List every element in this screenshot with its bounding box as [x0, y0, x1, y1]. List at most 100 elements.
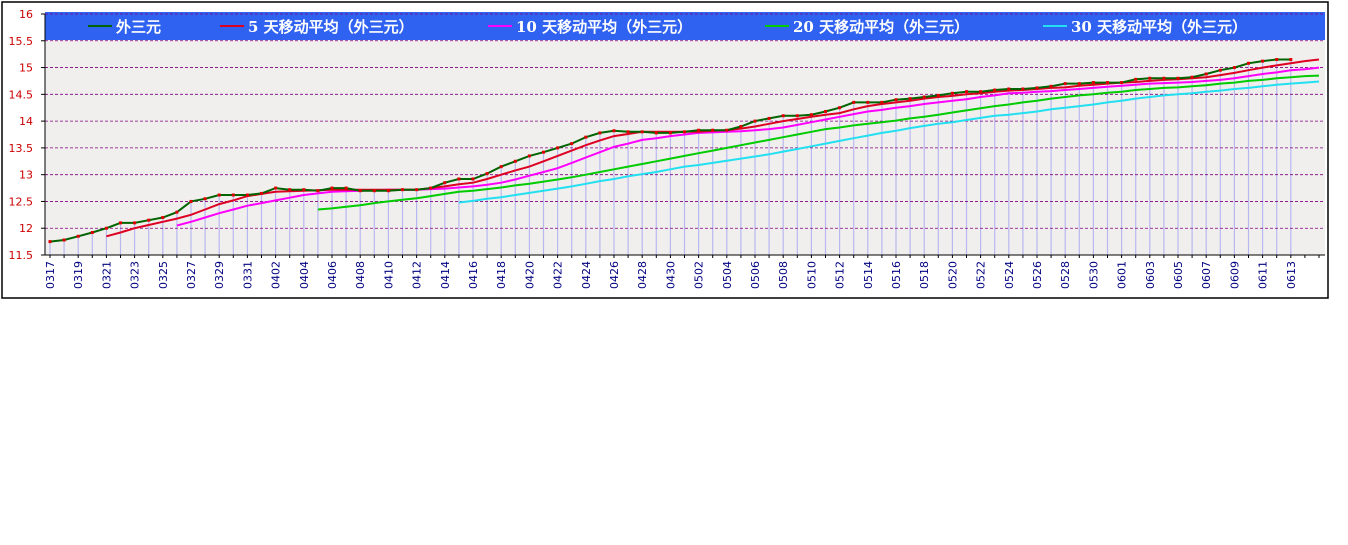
point-marker [852, 100, 856, 104]
x-tick-label: 0331 [241, 261, 254, 289]
point-marker [372, 189, 376, 193]
point-marker [795, 114, 799, 118]
point-marker [217, 193, 221, 197]
point-marker [556, 146, 560, 150]
point-marker [979, 90, 983, 94]
x-tick-label: 0408 [354, 261, 367, 289]
x-tick-label: 0402 [270, 261, 283, 289]
point-marker [260, 191, 263, 195]
point-marker [1148, 76, 1152, 80]
x-tick-label: 0426 [608, 261, 621, 289]
point-marker [62, 238, 66, 242]
x-tick-label: 0327 [185, 261, 198, 289]
point-marker [76, 234, 80, 238]
point-marker [316, 189, 320, 193]
point-marker [725, 128, 729, 132]
point-marker [485, 172, 489, 176]
y-tick-label: 15 [19, 62, 33, 75]
point-marker [133, 221, 137, 225]
legend-label: 外三元 [115, 18, 161, 36]
point-marker [668, 131, 672, 135]
point-marker [401, 188, 404, 192]
y-tick-label: 12 [19, 222, 33, 235]
point-marker [993, 88, 997, 92]
point-marker [513, 159, 517, 163]
point-marker [809, 113, 813, 117]
x-tick-label: 0420 [523, 261, 536, 289]
series-line [458, 80, 1320, 204]
x-tick-label: 0329 [213, 261, 226, 289]
point-marker [936, 93, 940, 97]
point-marker [697, 128, 701, 132]
x-tick-label: 0522 [975, 261, 988, 289]
point-marker [739, 124, 743, 128]
point-marker [344, 186, 348, 190]
point-marker [767, 116, 771, 120]
x-tick-label: 0430 [664, 261, 677, 289]
point-marker [866, 100, 870, 104]
point-marker [838, 106, 842, 110]
point-marker [231, 193, 235, 197]
point-marker [683, 130, 686, 134]
x-tick-label: 0502 [693, 261, 706, 289]
x-tick-label: 0404 [298, 261, 311, 289]
point-marker [584, 135, 588, 139]
point-marker [1247, 61, 1250, 65]
x-tick-label: 0605 [1172, 261, 1185, 289]
point-marker [908, 97, 912, 101]
x-tick-label: 0504 [721, 261, 734, 289]
point-marker [429, 186, 433, 190]
x-tick-label: 0609 [1228, 261, 1241, 289]
x-tick-label: 0508 [777, 261, 790, 289]
point-marker [443, 181, 447, 185]
point-marker [1134, 77, 1138, 81]
point-marker [542, 150, 545, 154]
point-marker [1091, 81, 1095, 85]
point-marker [386, 189, 390, 193]
point-marker [1120, 81, 1124, 85]
point-marker [965, 90, 968, 94]
x-tick-label: 0512 [834, 261, 847, 289]
point-marker [1289, 58, 1293, 62]
x-tick-label: 0514 [862, 261, 875, 289]
x-tick-label: 0518 [918, 261, 931, 289]
x-tick-label: 0416 [467, 261, 480, 289]
point-marker [753, 119, 757, 123]
point-marker [527, 154, 531, 158]
x-tick-label: 0317 [44, 261, 57, 289]
point-marker [626, 130, 630, 134]
point-marker [781, 114, 785, 118]
point-marker [654, 131, 658, 135]
x-tick-label: 0406 [326, 261, 339, 289]
point-marker [90, 231, 94, 235]
x-tick-label: 0321 [100, 261, 113, 289]
x-tick-label: 0319 [72, 261, 85, 289]
point-marker [48, 240, 52, 244]
x-tick-label: 0418 [495, 261, 508, 289]
point-marker [880, 100, 884, 104]
point-marker [1204, 72, 1208, 76]
x-tick-label: 0603 [1144, 261, 1157, 289]
x-tick-label: 0607 [1200, 261, 1213, 289]
legend-label: 20 天移动平均（外三元） [793, 18, 969, 36]
y-tick-label: 13.5 [9, 142, 34, 155]
x-tick-label: 0528 [1059, 261, 1072, 289]
point-marker [922, 95, 926, 99]
legend-band [45, 12, 1325, 40]
point-marker [711, 128, 715, 132]
point-marker [1275, 58, 1279, 62]
y-tick-label: 14 [19, 115, 33, 128]
x-tick-label: 0601 [1116, 261, 1129, 289]
x-tick-label: 0530 [1087, 261, 1100, 289]
point-marker [1049, 84, 1053, 88]
x-tick-label: 0516 [890, 261, 903, 289]
x-tick-label: 0414 [439, 261, 452, 289]
point-marker [161, 216, 165, 220]
x-tick-label: 0613 [1285, 261, 1298, 289]
point-marker [612, 129, 616, 133]
point-marker [288, 188, 292, 192]
point-marker [415, 188, 419, 192]
x-tick-label: 0412 [411, 261, 424, 289]
